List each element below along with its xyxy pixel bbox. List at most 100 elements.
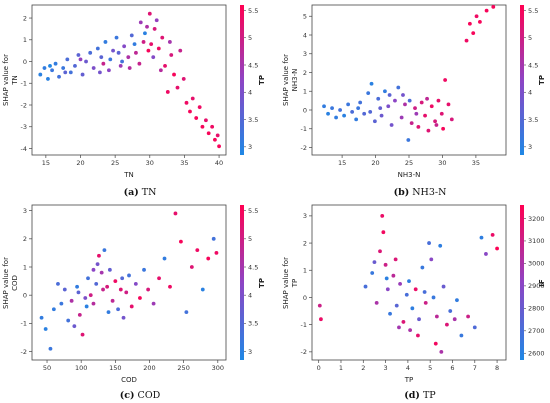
data-point: [484, 8, 489, 13]
data-point: [194, 116, 199, 120]
data-point: [179, 239, 183, 244]
data-point: [401, 93, 405, 97]
x-ticks: 50 100 150 200 250 300: [43, 360, 224, 372]
x-ticks: 15 20 25 30 35 40: [42, 155, 223, 167]
x-tick-label: 1: [339, 364, 343, 372]
data-point: [370, 271, 375, 275]
data-point: [132, 42, 137, 47]
x-tick-label: 2: [361, 364, 365, 372]
data-point: [73, 63, 77, 68]
data-point: [184, 310, 189, 314]
data-point: [142, 267, 146, 272]
data-point: [95, 46, 100, 51]
data-point: [403, 102, 407, 107]
data-point: [474, 14, 479, 19]
data-point: [466, 314, 470, 319]
data-point: [381, 230, 386, 235]
data-point: [57, 74, 61, 79]
data-point: [439, 111, 444, 116]
y-tick-label: 0: [303, 294, 307, 302]
y-tick-label: -1: [301, 125, 307, 133]
data-point: [393, 98, 397, 103]
y-tick-label: -2: [301, 348, 307, 356]
data-point: [386, 104, 391, 109]
data-point: [134, 50, 138, 55]
x-tick-label: 150: [109, 364, 121, 372]
data-point: [65, 57, 70, 62]
y-tick-label: 5: [303, 13, 307, 21]
colorbar-tick-label: 4: [248, 291, 252, 299]
data-point: [426, 128, 431, 133]
data-point: [152, 27, 157, 31]
data-point: [384, 276, 389, 281]
data-point: [158, 68, 163, 73]
data-point: [133, 282, 138, 286]
x-tick-label: 7: [473, 364, 477, 372]
data-point: [101, 61, 106, 66]
x-tick-label: 15: [338, 159, 346, 167]
y-tick-label: 2: [23, 14, 27, 22]
caption: (b) NH3-N: [394, 187, 447, 198]
colorbar-tick-label: 4.5: [248, 263, 258, 271]
data-point: [168, 284, 172, 289]
data-point: [433, 341, 438, 346]
data-point: [59, 301, 64, 306]
data-point: [114, 35, 119, 40]
y-tick-label: 1: [23, 36, 27, 44]
data-point: [404, 292, 409, 297]
data-point: [145, 24, 149, 29]
data-point: [61, 66, 66, 70]
data-point: [204, 118, 208, 123]
colorbar: [520, 5, 524, 155]
data-point: [53, 61, 58, 66]
x-tick-label: 300: [212, 364, 224, 372]
y-tick-label: 2: [303, 69, 307, 77]
data-point: [184, 100, 189, 105]
data-point: [80, 332, 85, 337]
data-point: [94, 282, 99, 286]
data-point: [363, 284, 368, 289]
colorbar-tick-label: 5: [248, 34, 252, 42]
data-point: [197, 105, 202, 110]
data-point: [39, 315, 44, 320]
data-point: [471, 31, 476, 36]
data-point: [356, 106, 361, 111]
x-tick-label: 8: [495, 364, 499, 372]
data-point: [106, 310, 111, 314]
colorbar-tick-label: 5: [528, 34, 532, 42]
colorbar-label: TP: [258, 278, 266, 288]
data-point: [105, 284, 110, 289]
data-point: [107, 68, 111, 73]
data-point: [91, 301, 96, 306]
colorbar-tick-label: 2900: [528, 282, 545, 290]
data-point: [338, 108, 342, 112]
data-point: [441, 284, 446, 289]
data-point: [358, 100, 363, 105]
data-point: [406, 138, 411, 142]
data-point: [326, 111, 330, 116]
data-point: [77, 313, 82, 317]
colorbar-tick-label: 2800: [528, 305, 545, 313]
data-point: [118, 63, 123, 68]
y-tick-label: 3: [303, 50, 307, 58]
data-point: [151, 301, 156, 306]
data-point: [122, 44, 127, 49]
data-point: [397, 325, 401, 330]
data-point: [173, 211, 178, 216]
x-axis-label: COD: [121, 376, 137, 384]
x-tick-label: 6: [450, 364, 454, 372]
x-tick-label: 50: [43, 364, 51, 372]
y-tick-label: -2: [21, 101, 27, 109]
data-point: [86, 276, 90, 281]
colorbar-tick-label: 3: [248, 348, 252, 356]
colorbar: [240, 205, 244, 360]
data-point: [433, 119, 437, 124]
y-tick-label: -2: [301, 144, 307, 152]
data-point: [387, 93, 392, 97]
data-point: [113, 279, 118, 283]
data-point: [459, 333, 464, 338]
data-point: [72, 324, 77, 329]
x-tick-label: 5: [428, 364, 432, 372]
data-point: [200, 287, 205, 292]
